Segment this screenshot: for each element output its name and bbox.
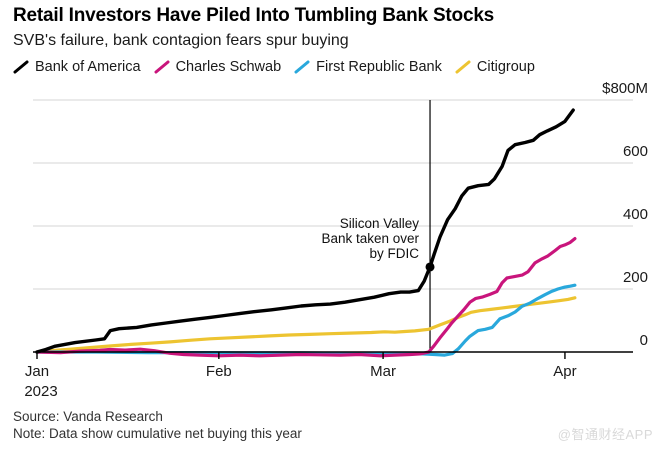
- event-annotation: Bank taken over: [321, 231, 419, 246]
- x-axis-tick-label: Jan: [25, 363, 49, 380]
- event-annotation: Silicon Valley: [340, 216, 420, 231]
- legend-label: Charles Schwab: [175, 59, 282, 75]
- line-swatch-icon: [154, 60, 170, 74]
- legend-item-charles-schwab: Charles Schwab: [154, 59, 282, 75]
- x-axis-year-label: 2023: [24, 383, 57, 400]
- y-axis-tick-label: 600: [623, 143, 648, 160]
- line-swatch-icon: [13, 60, 29, 74]
- legend-label: First Republic Bank: [316, 59, 442, 75]
- legend-label: Citigroup: [476, 59, 535, 75]
- data-note: Note: Data show cumulative net buying th…: [13, 426, 302, 441]
- y-axis-tick-label: 400: [623, 206, 648, 223]
- line-first-republic-bank: [35, 283, 577, 357]
- x-axis-tick-label: Feb: [206, 363, 232, 380]
- line-charles-schwab: [35, 237, 577, 358]
- line-swatch-icon: [455, 60, 471, 74]
- page-title: Retail Investors Have Piled Into Tumblin…: [13, 5, 495, 26]
- x-axis-tick-label: Mar: [370, 363, 396, 380]
- y-axis-tick-label: 0: [640, 332, 648, 349]
- legend-item-first-republic-bank: First Republic Bank: [294, 59, 442, 75]
- chart-subtitle: SVB's failure, bank contagion fears spur…: [13, 32, 349, 49]
- source-note: Source: Vanda Research: [13, 409, 163, 424]
- chart-footer: Source: Vanda Research Note: Data show c…: [13, 408, 302, 442]
- y-axis-tick-label: 200: [623, 269, 648, 286]
- legend-item-bank-of-america: Bank of America: [13, 59, 141, 75]
- watermark: @智通财经APP: [557, 427, 653, 442]
- x-axis-tick-label: Apr: [553, 363, 576, 380]
- legend-label: Bank of America: [35, 59, 141, 75]
- line-swatch-icon: [294, 60, 310, 74]
- line-citigroup: [35, 296, 577, 354]
- legend-item-citigroup: Citigroup: [455, 59, 535, 75]
- event-annotation: by FDIC: [370, 246, 420, 261]
- y-axis-tick-label: $800M: [602, 80, 648, 97]
- event-marker-dot: [425, 262, 435, 272]
- legend: Bank of America Charles Schwab First Rep…: [13, 59, 535, 75]
- line-bank-of-america: [35, 108, 575, 354]
